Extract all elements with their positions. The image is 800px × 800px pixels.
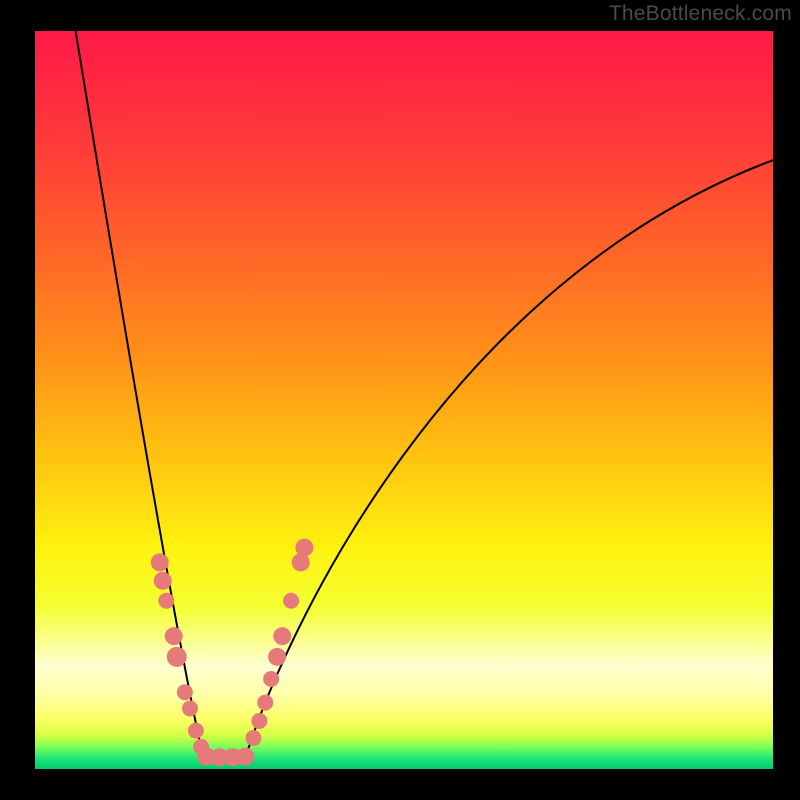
data-point [295, 539, 313, 557]
data-point [165, 627, 183, 645]
data-point [182, 700, 198, 716]
data-point [151, 553, 169, 571]
data-point [273, 627, 291, 645]
chart-container: TheBottleneck.com [0, 0, 800, 800]
data-point [167, 647, 187, 667]
data-point [268, 648, 286, 666]
data-point [154, 572, 172, 590]
data-point [257, 695, 273, 711]
watermark-text: TheBottleneck.com [609, 2, 792, 26]
data-point [158, 593, 174, 609]
bottleneck-curve-chart [0, 0, 800, 800]
data-point [177, 684, 193, 700]
plot-gradient-background [35, 31, 773, 769]
data-point [283, 593, 299, 609]
data-point [251, 713, 267, 729]
data-point [263, 671, 279, 687]
data-point [245, 730, 261, 746]
data-point [188, 723, 204, 739]
data-point [236, 747, 254, 765]
